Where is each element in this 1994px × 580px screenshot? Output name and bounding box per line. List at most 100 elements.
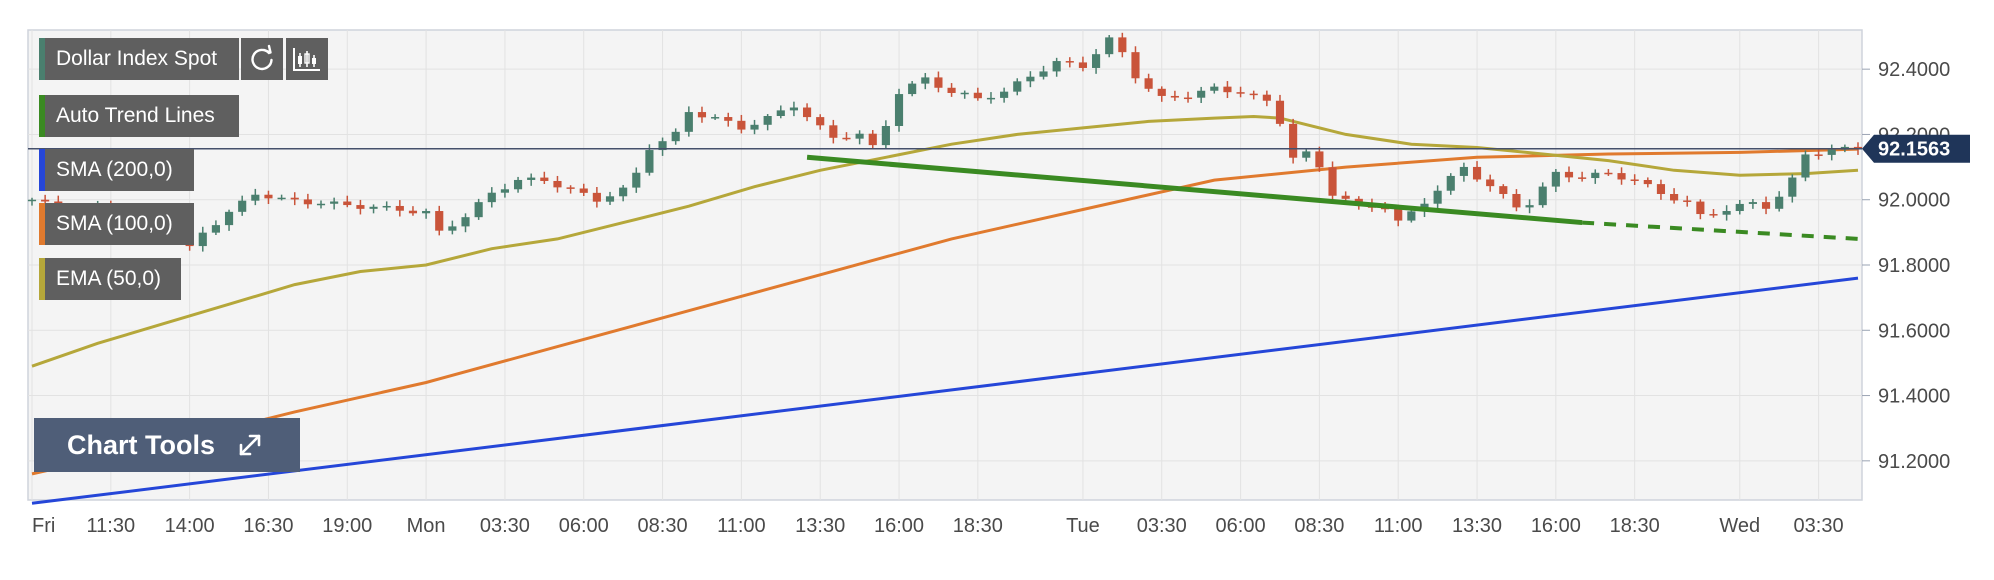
x-tick-label: 19:00	[322, 515, 372, 537]
candle-body	[908, 83, 917, 95]
candle-body	[1761, 202, 1771, 209]
candle-body	[1000, 91, 1009, 98]
candle-body	[1302, 151, 1311, 158]
candle-body	[1341, 195, 1350, 199]
candle-body	[316, 203, 326, 206]
legend-symbol-swatch	[39, 38, 45, 80]
candle-body	[1249, 93, 1258, 96]
candle-body	[1814, 154, 1823, 156]
ema-50-line	[31, 114, 1859, 368]
candle-body	[238, 200, 247, 212]
chart-type-button[interactable]	[286, 38, 328, 80]
candle-body	[1039, 71, 1048, 77]
candle-body	[1630, 179, 1639, 181]
x-tick-label: 18:30	[1610, 515, 1660, 537]
legend-sma-200-swatch	[39, 149, 45, 191]
candle-body	[41, 199, 50, 202]
legend-trend-label: Auto Trend Lines	[56, 104, 215, 127]
candle-body	[1433, 190, 1442, 204]
candle-body	[934, 77, 943, 88]
candle-body	[211, 225, 220, 233]
candle-body	[487, 192, 496, 203]
current-price-badge	[1862, 134, 1970, 163]
candle-body	[1472, 166, 1482, 180]
legend-sma-200[interactable]: SMA (200,0)	[39, 149, 194, 191]
candle-body	[802, 107, 812, 118]
candle-body	[553, 180, 562, 188]
candle-body	[1564, 171, 1574, 178]
candle-body	[1315, 151, 1324, 168]
x-tick-label: 13:30	[1452, 515, 1502, 537]
x-tick-label: 03:30	[1137, 515, 1187, 537]
legend-sma-100[interactable]: SMA (100,0)	[39, 203, 194, 245]
x-tick-label: 18:30	[953, 515, 1003, 537]
candle-body	[1118, 37, 1127, 53]
x-tick-label: Wed	[1719, 515, 1760, 537]
candle-body	[343, 201, 352, 206]
candle-body	[330, 201, 339, 204]
candle-body	[1078, 62, 1088, 68]
candle-body	[1551, 171, 1560, 187]
candle-body	[842, 137, 851, 140]
candle-body	[461, 217, 470, 227]
trend-line-projection	[1582, 220, 1859, 241]
candle-body	[1026, 76, 1035, 82]
x-tick-label: 11:30	[87, 515, 136, 537]
candle-body	[684, 112, 693, 132]
candle-body	[474, 202, 483, 218]
chart-tools-button[interactable]: Chart Tools	[34, 418, 300, 472]
candle-body	[671, 131, 680, 142]
candle-body	[408, 210, 418, 214]
refresh-button[interactable]	[241, 38, 283, 80]
expand-icon	[235, 430, 265, 460]
candle-body	[1578, 177, 1587, 179]
legend-symbol-label: Dollar Index Spot	[56, 47, 218, 70]
candle-body	[894, 94, 904, 127]
candle-body	[960, 92, 969, 95]
candle-body	[224, 211, 234, 226]
candle-body	[1105, 37, 1114, 55]
candle-body	[1788, 177, 1797, 197]
legend-sma-100-swatch	[39, 203, 45, 245]
candle-body	[277, 197, 286, 200]
x-tick-label: Tue	[1066, 515, 1100, 537]
candle-body	[776, 110, 785, 116]
candle-body	[1210, 86, 1219, 91]
legend-ema-50-swatch	[39, 258, 45, 300]
candle-body	[619, 187, 628, 197]
candle-body	[435, 211, 444, 231]
candle-body	[1394, 208, 1403, 221]
candle-body	[763, 115, 772, 125]
auto-trend-line	[806, 154, 1859, 241]
candle-body	[1656, 184, 1666, 194]
candle-body	[921, 77, 930, 84]
candle-body	[1735, 203, 1744, 212]
y-axis-ticks: 92.400092.200092.000091.800091.600091.40…	[1862, 59, 1950, 473]
y-tick-label: 92.0000	[1878, 190, 1950, 212]
candle-body	[356, 205, 365, 209]
candle-body	[566, 187, 575, 189]
candle-body	[737, 120, 746, 130]
candle-body	[1223, 86, 1232, 93]
candle-body	[855, 133, 864, 139]
x-tick-label: 16:00	[874, 515, 924, 537]
candle-body	[1801, 154, 1810, 178]
candle-body	[1604, 172, 1613, 175]
candle-body	[27, 199, 37, 202]
candle-body	[290, 197, 299, 200]
legend-ema-50[interactable]: EMA (50,0)	[39, 258, 181, 300]
x-tick-label: 03:30	[1794, 515, 1844, 537]
candle-body	[1157, 88, 1166, 96]
legend-symbol[interactable]: Dollar Index Spot	[39, 38, 239, 80]
candle-body	[986, 97, 996, 100]
candle-body	[816, 117, 825, 126]
legend-auto-trend-lines[interactable]: Auto Trend Lines	[39, 95, 239, 137]
candle-body	[1499, 186, 1508, 194]
candle-body	[1262, 94, 1271, 101]
candle-body	[645, 150, 654, 173]
y-tick-label: 91.8000	[1878, 255, 1950, 277]
current-price-value: 92.1563	[1878, 139, 1950, 161]
x-axis-ticks: Fri 11:30 14:00 16:30 19:00 Mon 03:30 06:00 08:3…	[32, 515, 1844, 537]
x-tick-label: 03:30	[480, 515, 530, 537]
